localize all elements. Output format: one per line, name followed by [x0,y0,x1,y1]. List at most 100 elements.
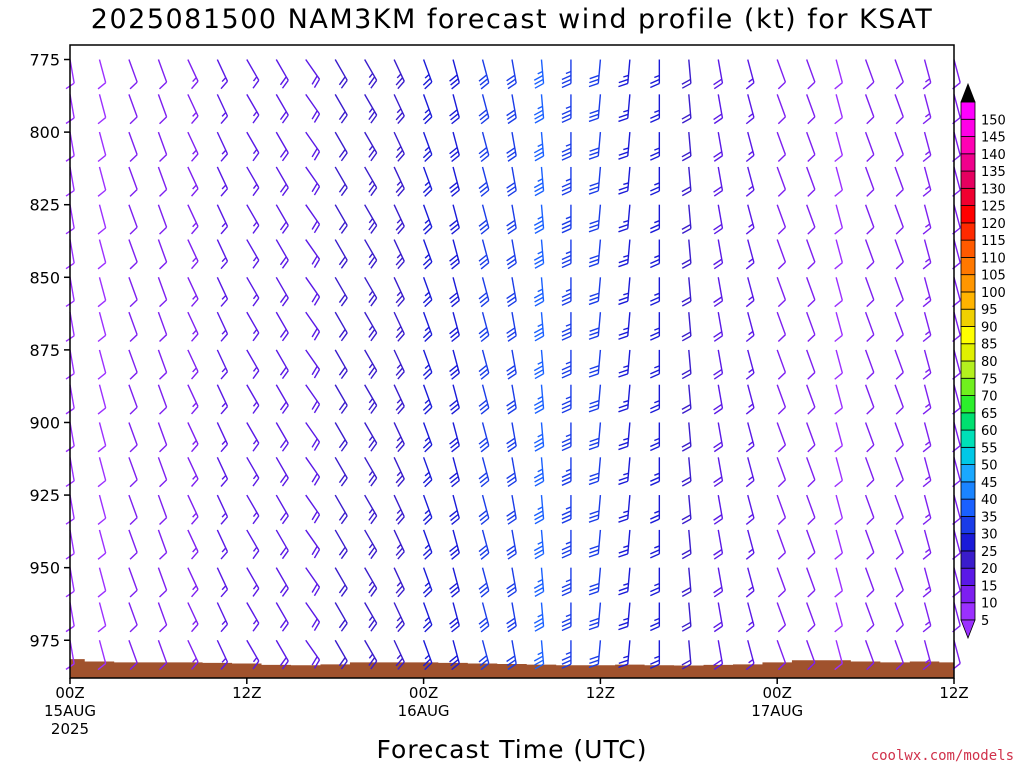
colorbar-label: 65 [981,407,998,422]
wind-barb [305,311,321,341]
wind-barb [681,422,692,452]
wind-barb [422,567,433,598]
wind-barb [806,349,816,380]
y-axis: 775 800 825 850 875 900 925 950 975 [29,51,70,650]
wind-barb [187,384,199,415]
wind-barb [806,239,816,270]
wind-barb [533,166,545,197]
wind-barb [246,422,260,452]
wind-barb [275,639,289,670]
wind-barb [393,59,405,90]
wind-barb [650,567,661,597]
wind-barb [745,239,755,270]
wind-barb [216,529,229,560]
wind-barb [478,204,490,235]
wind-barb [97,567,107,598]
wind-barb [618,59,631,88]
wind-barb [894,384,904,415]
wind-barb [364,529,378,560]
wind-barb [393,94,405,125]
wind-barb [449,384,460,415]
wind-barb [561,59,572,89]
wind-barb [422,277,433,308]
wind-barb [864,166,875,197]
wind-barb [128,567,138,598]
wind-barb [275,59,289,89]
wind-barb [506,166,517,197]
wind-barb [393,457,405,487]
x-tick-label: 00Z [763,684,792,702]
wind-barb [561,349,572,379]
wind-barb [618,495,631,523]
wind-barb [128,602,138,633]
wind-barb [187,59,199,90]
wind-barb [216,131,229,162]
wind-barb [128,494,138,525]
wind-barb [618,132,631,160]
wind-barb [864,277,875,308]
wind-barb [806,59,816,90]
wind-barb [561,384,572,414]
colorbar-label: 130 [981,182,1006,197]
colorbar-swatch [960,274,976,293]
wind-barb [246,204,260,234]
wind-barb [393,276,405,307]
wind-barb [864,349,875,380]
wind-barb [187,639,199,670]
wind-barb [97,239,107,270]
colorbar-swatch [960,550,976,569]
wind-barb [478,457,490,488]
wind-barb [776,422,787,453]
wind-barb [588,384,602,413]
wind-barb [422,204,433,235]
wind-barb [650,384,661,414]
wind-barb [681,132,692,162]
wind-barb [157,640,168,671]
wind-barb [449,166,460,197]
wind-barb [128,204,138,235]
wind-barb [561,277,572,306]
wind-barb [776,457,787,488]
wind-barb [588,166,602,195]
wind-barb [393,529,405,560]
wind-barb [216,94,229,125]
colorbar-label: 25 [981,545,998,560]
wind-barb [650,312,661,341]
wind-barb [128,59,138,90]
wind-barb [618,529,631,558]
wind-barb [776,640,787,671]
wind-barb [618,640,631,669]
wind-barb [364,494,378,525]
wind-barb [806,204,816,235]
wind-barb [618,349,631,378]
wind-barb [894,166,904,197]
wind-barb [422,166,433,197]
wind-barb [65,94,75,125]
wind-barb [506,277,517,308]
wind-barb [894,457,904,488]
wind-barb [806,166,816,197]
wind-barb [864,131,875,163]
wind-barb [305,602,321,631]
wind-barb [713,349,724,380]
wind-barb [834,311,844,343]
wind-barb [97,422,107,453]
wind-barb [422,384,433,415]
wind-barb [588,239,602,268]
wind-barb [834,131,844,163]
wind-barb [187,567,199,598]
wind-barb [650,204,661,234]
colorbar-swatch [960,222,976,241]
wind-barb [864,94,875,125]
wind-barb [745,529,755,560]
wind-barb [65,422,75,453]
wind-barb [681,349,692,380]
wind-barb [745,422,755,453]
wind-barb [97,384,107,415]
colorbar-label: 150 [981,113,1006,128]
wind-barb [305,239,321,269]
wind-barb [533,277,545,307]
y-tick-label: 975 [29,631,60,650]
wind-barb [422,640,433,671]
wind-barb [334,239,348,269]
